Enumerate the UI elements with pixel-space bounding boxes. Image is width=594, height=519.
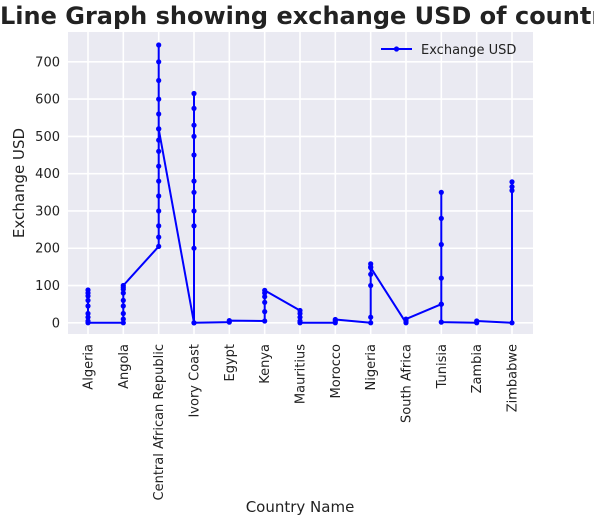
data-point [474,318,480,324]
data-point [191,223,197,229]
data-point [120,290,126,296]
data-point [226,318,232,324]
data-point [156,59,162,65]
data-point [156,223,162,229]
y-tick-label: 100 [35,279,60,294]
data-point [438,319,444,325]
y-tick-label: 500 [35,130,60,145]
x-tick-label: Algeria [82,344,97,390]
data-point [156,42,162,48]
data-point [297,320,303,326]
data-point [191,105,197,111]
data-point [368,320,374,326]
data-point [191,208,197,214]
data-point [332,316,338,323]
data-point [156,163,162,169]
data-point [509,179,515,185]
data-point [191,189,197,195]
data-point [509,320,515,326]
data-point [120,316,126,322]
data-point [438,215,444,221]
y-tick-label: 300 [35,204,60,219]
data-point [85,314,91,320]
data-point [120,282,126,289]
data-point [85,297,91,303]
x-tick-label: Ivory Coast [188,344,203,418]
data-point [368,271,374,277]
data-point [191,152,197,158]
y-axis-label: Exchange USD [10,128,28,238]
x-axis-label: Country Name [246,498,355,516]
y-tick-label: 200 [35,242,60,257]
data-point [156,243,162,249]
y-tick-label: 600 [35,93,60,108]
y-tick-label: 0 [52,316,60,331]
data-point [262,287,268,293]
x-tick-label: Zimbabwe [506,344,521,412]
data-point [156,234,162,240]
chart-title: Line Graph showing exchange USD of count… [0,2,594,30]
data-point [191,320,197,326]
data-point [156,137,162,143]
data-point [368,282,374,289]
data-point [191,245,197,251]
data-point [191,178,197,184]
data-layer [85,42,515,326]
data-point [191,90,197,97]
data-point [85,310,91,317]
data-point [297,314,303,320]
data-point [85,303,91,309]
data-point [156,208,162,214]
data-point [156,148,162,154]
data-point [438,275,444,281]
data-point [403,316,409,322]
data-point [156,126,162,132]
data-point [438,189,444,195]
legend: Exchange USD [381,43,516,58]
x-tick-label: Tunisia [435,344,450,389]
y-tick-label: 400 [35,167,60,182]
data-point [156,193,162,199]
data-point [156,96,162,102]
x-tick-labels: Algeria Angola Central African Republic Ivo… [82,344,521,501]
data-point [120,320,126,326]
data-point [156,178,162,184]
data-point [191,133,197,139]
data-point [509,184,515,190]
data-point [262,299,268,305]
data-point [156,111,162,117]
data-point [509,187,515,194]
data-point [191,122,197,128]
x-tick-label: Kenya [258,344,273,384]
x-tick-label: Mauritius [294,344,309,404]
data-point [368,265,374,271]
data-point [120,310,126,317]
data-point [438,241,444,248]
data-point [85,293,91,299]
x-tick-label: Nigeria [364,344,379,391]
x-tick-label: South Africa [400,344,415,423]
x-tick-label: Central African Republic [152,344,167,500]
y-tick-labels: 0 100 200 300 400 500 600 700 [35,55,60,331]
data-point [262,309,268,315]
data-point [85,320,91,326]
x-tick-label: Morocco [329,344,344,398]
data-point [368,314,374,320]
x-tick-label: Zambia [470,344,485,393]
data-point [120,303,126,309]
y-tick-label: 700 [35,55,60,70]
x-tick-label: Egypt [223,344,238,382]
data-point [438,301,444,307]
data-point [262,294,268,300]
data-point [262,318,268,324]
data-point [368,261,374,267]
legend-marker [393,46,400,52]
x-tick-label: Angola [117,344,132,389]
legend-label: Exchange USD [421,43,516,58]
data-point [120,297,126,303]
data-point [297,310,303,317]
data-point [156,77,162,84]
